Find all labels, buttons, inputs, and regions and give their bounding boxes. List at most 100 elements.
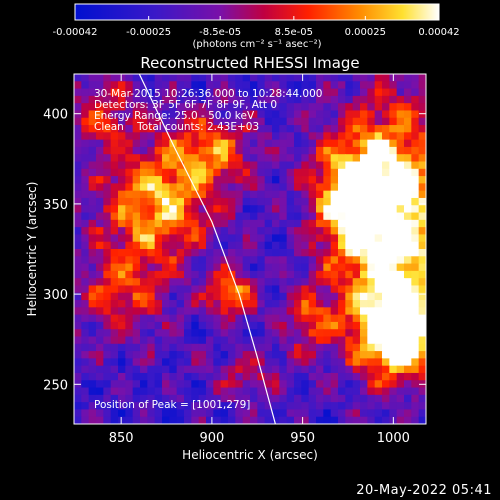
heatmap-cell bbox=[206, 176, 214, 184]
heatmap-cell bbox=[396, 110, 405, 119]
heatmap-cell bbox=[147, 372, 156, 381]
heatmap-cell bbox=[418, 88, 426, 97]
heatmap-cell bbox=[103, 416, 112, 424]
heatmap-cell bbox=[404, 300, 412, 308]
heatmap-cell bbox=[404, 314, 412, 323]
heatmap-cell bbox=[279, 249, 288, 257]
heatmap-cell bbox=[345, 329, 354, 338]
heatmap-cell bbox=[184, 95, 192, 104]
heatmap-cell bbox=[184, 358, 192, 367]
heatmap-cell bbox=[132, 103, 141, 112]
heatmap-cell bbox=[81, 234, 90, 243]
annotation-total-counts: Clean Total counts: 2.43E+03 bbox=[94, 121, 259, 133]
heatmap-cell bbox=[88, 307, 97, 316]
heatmap-cell bbox=[213, 139, 222, 148]
heatmap-cell bbox=[132, 190, 141, 199]
heatmap-cell bbox=[81, 292, 90, 301]
heatmap-cell bbox=[330, 132, 339, 141]
heatmap-cell bbox=[184, 365, 192, 374]
heatmap-cell bbox=[176, 190, 185, 199]
heatmap-cell bbox=[389, 132, 398, 141]
heatmap-cell bbox=[96, 387, 104, 396]
heatmap-cell bbox=[176, 154, 185, 163]
heatmap-cell bbox=[125, 117, 134, 126]
heatmap-cell bbox=[294, 168, 302, 177]
heatmap-cell bbox=[110, 103, 119, 112]
heatmap-cell bbox=[198, 197, 207, 206]
heatmap-cell bbox=[330, 285, 339, 294]
heatmap-cell bbox=[154, 81, 163, 90]
heatmap-cell bbox=[264, 197, 273, 206]
heatmap-cell bbox=[396, 227, 405, 236]
heatmap-cell bbox=[360, 307, 368, 316]
heatmap-cell bbox=[147, 300, 156, 308]
heatmap-cell bbox=[118, 74, 126, 82]
heatmap-cell bbox=[316, 241, 324, 250]
heatmap-cell bbox=[382, 307, 390, 316]
heatmap-cell bbox=[132, 256, 141, 265]
heatmap-cell bbox=[374, 74, 383, 82]
heatmap-cell bbox=[220, 183, 229, 192]
heatmap-cell bbox=[154, 270, 163, 279]
heatmap-cell bbox=[110, 227, 119, 236]
heatmap-cell bbox=[213, 263, 222, 272]
heatmap-cell bbox=[96, 125, 104, 133]
heatmap-cell bbox=[250, 351, 258, 359]
heatmap-cell bbox=[242, 351, 251, 359]
heatmap-cell bbox=[88, 146, 97, 155]
heatmap-cell bbox=[360, 300, 368, 308]
heatmap-cell bbox=[154, 285, 163, 294]
heatmap-cell bbox=[169, 81, 178, 90]
colorbar-units: (photons cm⁻² s⁻¹ asec⁻²) bbox=[192, 39, 321, 50]
heatmap-cell bbox=[374, 241, 383, 250]
heatmap-cell bbox=[374, 183, 383, 192]
heatmap-cell bbox=[235, 154, 244, 163]
heatmap-cell bbox=[352, 88, 361, 97]
heatmap-cell bbox=[345, 307, 354, 316]
heatmap-cell bbox=[316, 212, 324, 221]
heatmap-cell bbox=[235, 103, 244, 112]
heatmap-cell bbox=[360, 117, 368, 126]
heatmap-cell bbox=[74, 351, 82, 359]
heatmap-cell bbox=[88, 270, 97, 279]
heatmap-cell bbox=[96, 183, 104, 192]
heatmap-cell bbox=[198, 270, 207, 279]
heatmap-cell bbox=[74, 95, 82, 104]
heatmap-cell bbox=[338, 154, 346, 163]
heatmap-cell bbox=[250, 307, 258, 316]
heatmap-cell bbox=[206, 380, 214, 389]
heatmap-cell bbox=[286, 372, 295, 381]
heatmap-cell bbox=[132, 387, 141, 396]
heatmap-cell bbox=[374, 321, 383, 330]
heatmap-cell bbox=[110, 146, 119, 155]
heatmap-cell bbox=[213, 380, 222, 389]
heatmap-cell bbox=[316, 190, 324, 199]
heatmap-cell bbox=[316, 81, 324, 90]
heatmap-cell bbox=[264, 183, 273, 192]
heatmap-cell bbox=[191, 263, 200, 272]
heatmap-cell bbox=[74, 292, 82, 301]
heatmap-cell bbox=[206, 394, 214, 403]
heatmap-cell bbox=[411, 314, 420, 323]
heatmap-cell bbox=[367, 278, 376, 287]
heatmap-cell bbox=[169, 88, 178, 97]
heatmap-cell bbox=[213, 74, 222, 82]
heatmap-cell bbox=[323, 234, 332, 243]
heatmap-cell bbox=[308, 292, 317, 301]
heatmap-cell bbox=[264, 234, 273, 243]
heatmap-cell bbox=[301, 372, 310, 381]
heatmap-cell bbox=[338, 103, 346, 112]
heatmap-cell bbox=[169, 372, 178, 381]
heatmap-cell bbox=[110, 205, 119, 214]
heatmap-cell bbox=[118, 285, 126, 294]
heatmap-cell bbox=[81, 380, 90, 389]
heatmap-cell bbox=[257, 402, 266, 411]
heatmap-cell bbox=[125, 351, 134, 359]
heatmap-cell bbox=[352, 117, 361, 126]
heatmap-cell bbox=[257, 212, 266, 221]
heatmap-cell bbox=[169, 300, 178, 308]
heatmap-cell bbox=[257, 307, 266, 316]
heatmap-cell bbox=[382, 88, 390, 97]
heatmap-cell bbox=[338, 278, 346, 287]
